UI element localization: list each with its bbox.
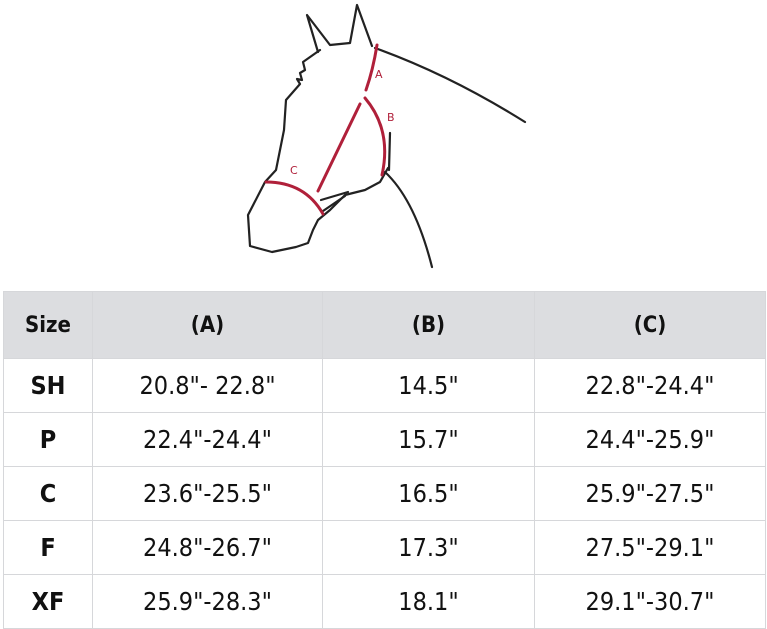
- a-cell: 24.8"-26.7": [92, 520, 323, 575]
- table-row: F 24.8"-26.7" 17.3" 27.5"-29.1": [3, 520, 766, 575]
- table-row: XF 25.9"-28.3" 18.1" 29.1"-30.7": [3, 574, 766, 629]
- horse-throat-line: [383, 170, 434, 269]
- horse-head-outline: [246, 3, 392, 254]
- a-cell: 22.4"-24.4": [92, 412, 323, 467]
- a-cell: 20.8"- 22.8": [92, 358, 323, 413]
- header-c: (C): [534, 291, 766, 359]
- b-cell: 18.1": [322, 574, 535, 629]
- label-b: B: [387, 111, 395, 124]
- size-cell: SH: [3, 358, 93, 413]
- b-cell: 17.3": [322, 520, 535, 575]
- label-c: C: [290, 164, 298, 177]
- b-cell: 14.5": [322, 358, 535, 413]
- table-row: P 22.4"-24.4" 15.7" 24.4"-25.9": [3, 412, 766, 467]
- b-cell: 16.5": [322, 466, 535, 521]
- size-cell: XF: [3, 574, 93, 629]
- table-row: C 23.6"-25.5" 16.5" 25.9"-27.5": [3, 466, 766, 521]
- table-header-row: Size (A) (B) (C): [3, 291, 766, 359]
- size-cell: P: [3, 412, 93, 467]
- c-cell: 22.8"-24.4": [534, 358, 766, 413]
- measurement-line-c: [264, 180, 325, 216]
- browband-line: [316, 102, 362, 193]
- size-chart-table: Size (A) (B) (C) SH 20.8"- 22.8" 14.5" 2…: [3, 291, 766, 629]
- horse-jaw-line: [319, 190, 350, 213]
- c-cell: 24.4"-25.9": [534, 412, 766, 467]
- header-size: Size: [3, 291, 93, 359]
- a-cell: 23.6"-25.5": [92, 466, 323, 521]
- a-cell: 25.9"-28.3": [92, 574, 323, 629]
- label-a: A: [375, 68, 383, 81]
- measurement-line-a: [364, 43, 379, 92]
- size-cell: F: [3, 520, 93, 575]
- c-cell: 29.1"-30.7": [534, 574, 766, 629]
- horse-neck-top-line: [373, 46, 527, 124]
- b-cell: 15.7": [322, 412, 535, 467]
- measurement-line-b: [363, 96, 387, 177]
- c-cell: 27.5"-29.1": [534, 520, 766, 575]
- size-cell: C: [3, 466, 93, 521]
- header-b: (B): [322, 291, 535, 359]
- header-a: (A): [92, 291, 323, 359]
- horse-head-diagram: A B C: [246, 3, 527, 269]
- table-row: SH 20.8"- 22.8" 14.5" 22.8"-24.4": [3, 358, 766, 413]
- c-cell: 25.9"-27.5": [534, 466, 766, 521]
